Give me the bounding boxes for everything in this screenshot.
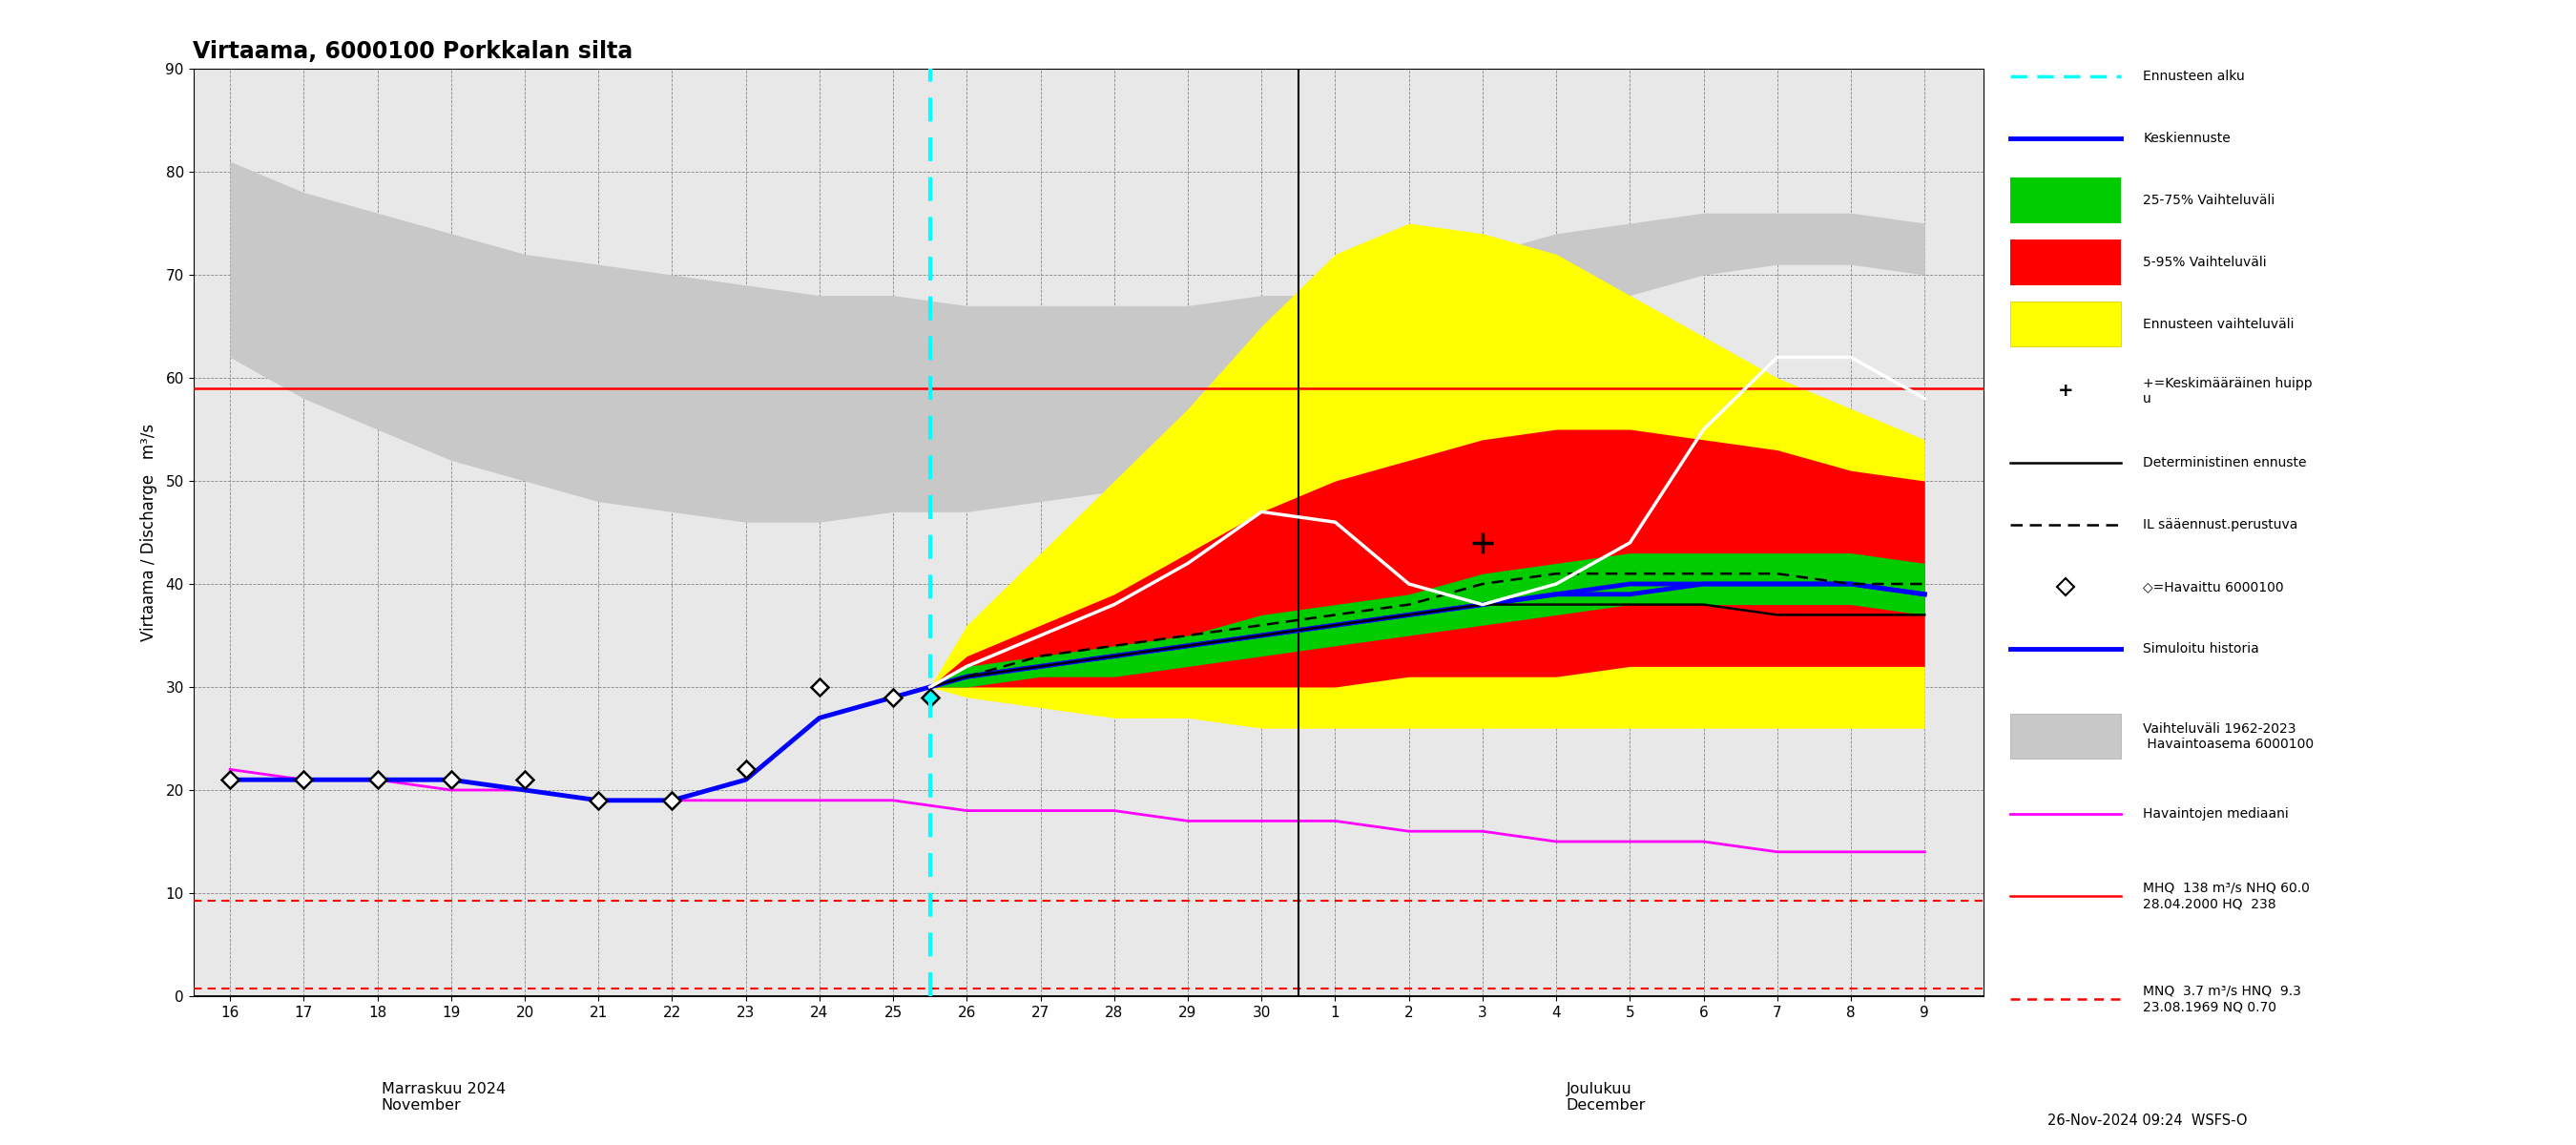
Text: Simuloitu historia: Simuloitu historia — [2143, 642, 2259, 655]
Text: ◇=Havaittu 6000100: ◇=Havaittu 6000100 — [2143, 581, 2285, 593]
Bar — [2009, 239, 2120, 285]
Bar — [2009, 177, 2120, 223]
Bar — [2009, 301, 2120, 347]
Text: 25-75% Vaihteluväli: 25-75% Vaihteluväli — [2143, 194, 2275, 207]
Text: Marraskuu 2024
November: Marraskuu 2024 November — [381, 1082, 505, 1113]
Text: Deterministinen ennuste: Deterministinen ennuste — [2143, 457, 2306, 469]
Text: 26-Nov-2024 09:24  WSFS-O: 26-Nov-2024 09:24 WSFS-O — [2048, 1113, 2249, 1128]
Text: MHQ  138 m³/s NHQ 60.0
28.04.2000 HQ  238: MHQ 138 m³/s NHQ 60.0 28.04.2000 HQ 238 — [2143, 882, 2311, 910]
Text: 5-95% Vaihteluväli: 5-95% Vaihteluväli — [2143, 255, 2267, 269]
Y-axis label: Virtaama / Discharge   m³/s: Virtaama / Discharge m³/s — [139, 424, 157, 641]
Text: Havaintojen mediaani: Havaintojen mediaani — [2143, 807, 2287, 820]
Text: Joulukuu
December: Joulukuu December — [1566, 1082, 1646, 1113]
Text: +=Keskimääräinen huipp
u: +=Keskimääräinen huipp u — [2143, 377, 2313, 405]
Text: MNQ  3.7 m³/s HNQ  9.3
23.08.1969 NQ 0.70: MNQ 3.7 m³/s HNQ 9.3 23.08.1969 NQ 0.70 — [2143, 985, 2300, 1013]
Text: Virtaama, 6000100 Porkkalan silta: Virtaama, 6000100 Porkkalan silta — [193, 40, 634, 63]
Text: Ennusteen alku: Ennusteen alku — [2143, 70, 2244, 84]
Text: IL sääennust.perustuva: IL sääennust.perustuva — [2143, 519, 2298, 531]
Bar — [2009, 713, 2120, 759]
Text: Vaihteluväli 1962-2023
 Havaintoasema 6000100: Vaihteluväli 1962-2023 Havaintoasema 600… — [2143, 721, 2313, 751]
Text: Keskiennuste: Keskiennuste — [2143, 132, 2231, 145]
Text: Ennusteen vaihteluväli: Ennusteen vaihteluväli — [2143, 317, 2295, 331]
Text: +: + — [2058, 382, 2074, 400]
